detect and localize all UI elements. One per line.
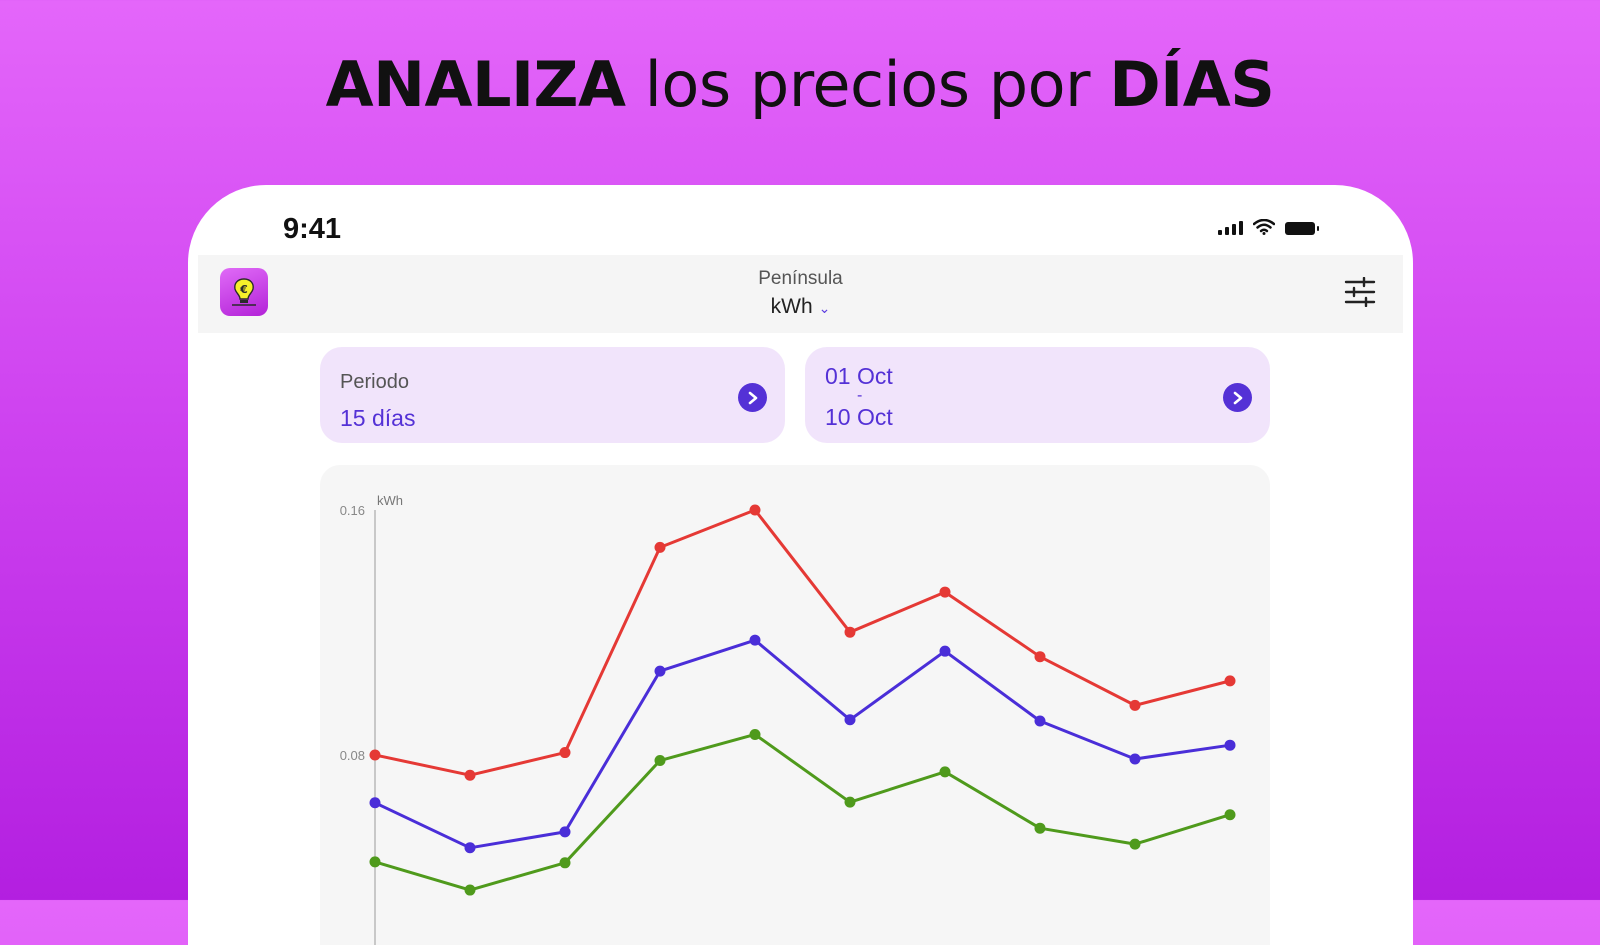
battery-icon [1285, 222, 1319, 235]
data-point [749, 728, 761, 740]
status-icons [1218, 219, 1319, 235]
data-point [1224, 675, 1236, 687]
data-point [1224, 809, 1236, 821]
data-point [464, 769, 476, 781]
data-point [369, 856, 381, 868]
y-tick-label: 0.08 [340, 748, 365, 763]
headline-bold-dias: DÍAS [1109, 48, 1275, 121]
data-point [749, 634, 761, 646]
date-end: 10 Oct [825, 404, 893, 430]
period-label: Periodo [340, 371, 409, 393]
headline: ANALIZA los precios por DÍAS [0, 48, 1600, 121]
price-chart-card: kWh 0.16 0.08 [320, 465, 1270, 945]
data-point [939, 766, 951, 778]
data-point [559, 857, 571, 869]
data-point [844, 714, 856, 726]
headline-middle: los precios por [625, 48, 1110, 121]
svg-text:€: € [239, 283, 248, 296]
cellular-signal-icon [1218, 221, 1243, 235]
region-title: Península [758, 268, 843, 289]
series-line-2 [374, 638, 1231, 850]
data-point [464, 884, 476, 896]
chevron-right-icon [1233, 391, 1242, 404]
data-point [844, 796, 856, 808]
lightbulb-euro-icon: € [232, 278, 256, 306]
unit-selector[interactable]: kWh ⌄ [198, 295, 1403, 319]
data-point [1034, 651, 1046, 663]
date-separator: - [857, 387, 863, 404]
data-point [464, 842, 476, 854]
series-line-1 [374, 508, 1231, 777]
data-point [369, 749, 381, 761]
wifi-icon [1253, 219, 1275, 235]
price-line-chart: kWh 0.16 0.08 [340, 493, 1236, 945]
y-tick-label: 0.16 [340, 503, 365, 518]
data-point [939, 586, 951, 598]
chevron-right-icon [748, 391, 757, 404]
series-line-3 [374, 732, 1231, 892]
data-point [844, 626, 856, 638]
unit-label: kWh [770, 295, 813, 318]
data-point [1129, 753, 1141, 765]
data-point [1129, 838, 1141, 850]
phone-frame: 9:41 € Península kWh ⌄ [188, 185, 1413, 945]
app-bar: € Península kWh ⌄ [198, 255, 1403, 333]
y-axis-label: kWh [377, 493, 403, 508]
chevron-down-icon: ⌄ [818, 300, 831, 316]
data-point [369, 797, 381, 809]
status-time: 9:41 [283, 213, 342, 245]
data-point [654, 541, 666, 553]
filter-settings-icon[interactable] [1344, 277, 1376, 307]
data-point [1034, 715, 1046, 727]
data-point [654, 755, 666, 767]
data-point [1034, 822, 1046, 834]
data-point [559, 826, 571, 838]
data-point [559, 747, 571, 759]
data-point [654, 665, 666, 677]
date-arrow-button[interactable] [1223, 383, 1252, 412]
app-logo[interactable]: € [220, 268, 268, 316]
date-start: 01 Oct [825, 363, 893, 389]
data-point [749, 504, 761, 516]
period-arrow-button[interactable] [738, 383, 767, 412]
data-point [1129, 699, 1141, 711]
data-point [1224, 739, 1236, 751]
headline-bold-analiza: ANALIZA [325, 48, 626, 121]
period-card[interactable]: Periodo 15 días [320, 347, 785, 443]
date-range-card[interactable]: 01 Oct - 10 Oct [805, 347, 1270, 443]
period-value: 15 días [340, 405, 416, 431]
data-point [939, 645, 951, 657]
